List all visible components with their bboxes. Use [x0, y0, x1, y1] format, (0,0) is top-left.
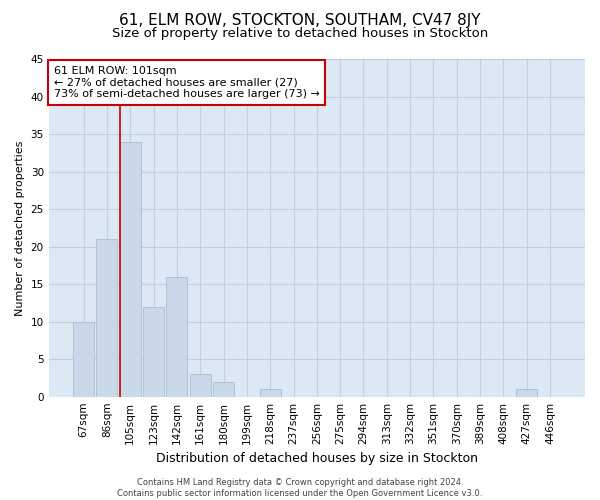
Text: 61, ELM ROW, STOCKTON, SOUTHAM, CV47 8JY: 61, ELM ROW, STOCKTON, SOUTHAM, CV47 8JY — [119, 12, 481, 28]
X-axis label: Distribution of detached houses by size in Stockton: Distribution of detached houses by size … — [156, 452, 478, 465]
Bar — [166, 276, 187, 396]
Text: 61 ELM ROW: 101sqm
← 27% of detached houses are smaller (27)
73% of semi-detache: 61 ELM ROW: 101sqm ← 27% of detached hou… — [54, 66, 320, 99]
Bar — [260, 389, 281, 396]
Bar — [143, 306, 164, 396]
Bar — [516, 389, 537, 396]
Bar — [120, 142, 140, 396]
Bar — [190, 374, 211, 396]
Bar — [97, 239, 118, 396]
Bar — [213, 382, 234, 396]
Y-axis label: Number of detached properties: Number of detached properties — [15, 140, 25, 316]
Text: Contains HM Land Registry data © Crown copyright and database right 2024.
Contai: Contains HM Land Registry data © Crown c… — [118, 478, 482, 498]
Bar — [73, 322, 94, 396]
Text: Size of property relative to detached houses in Stockton: Size of property relative to detached ho… — [112, 28, 488, 40]
